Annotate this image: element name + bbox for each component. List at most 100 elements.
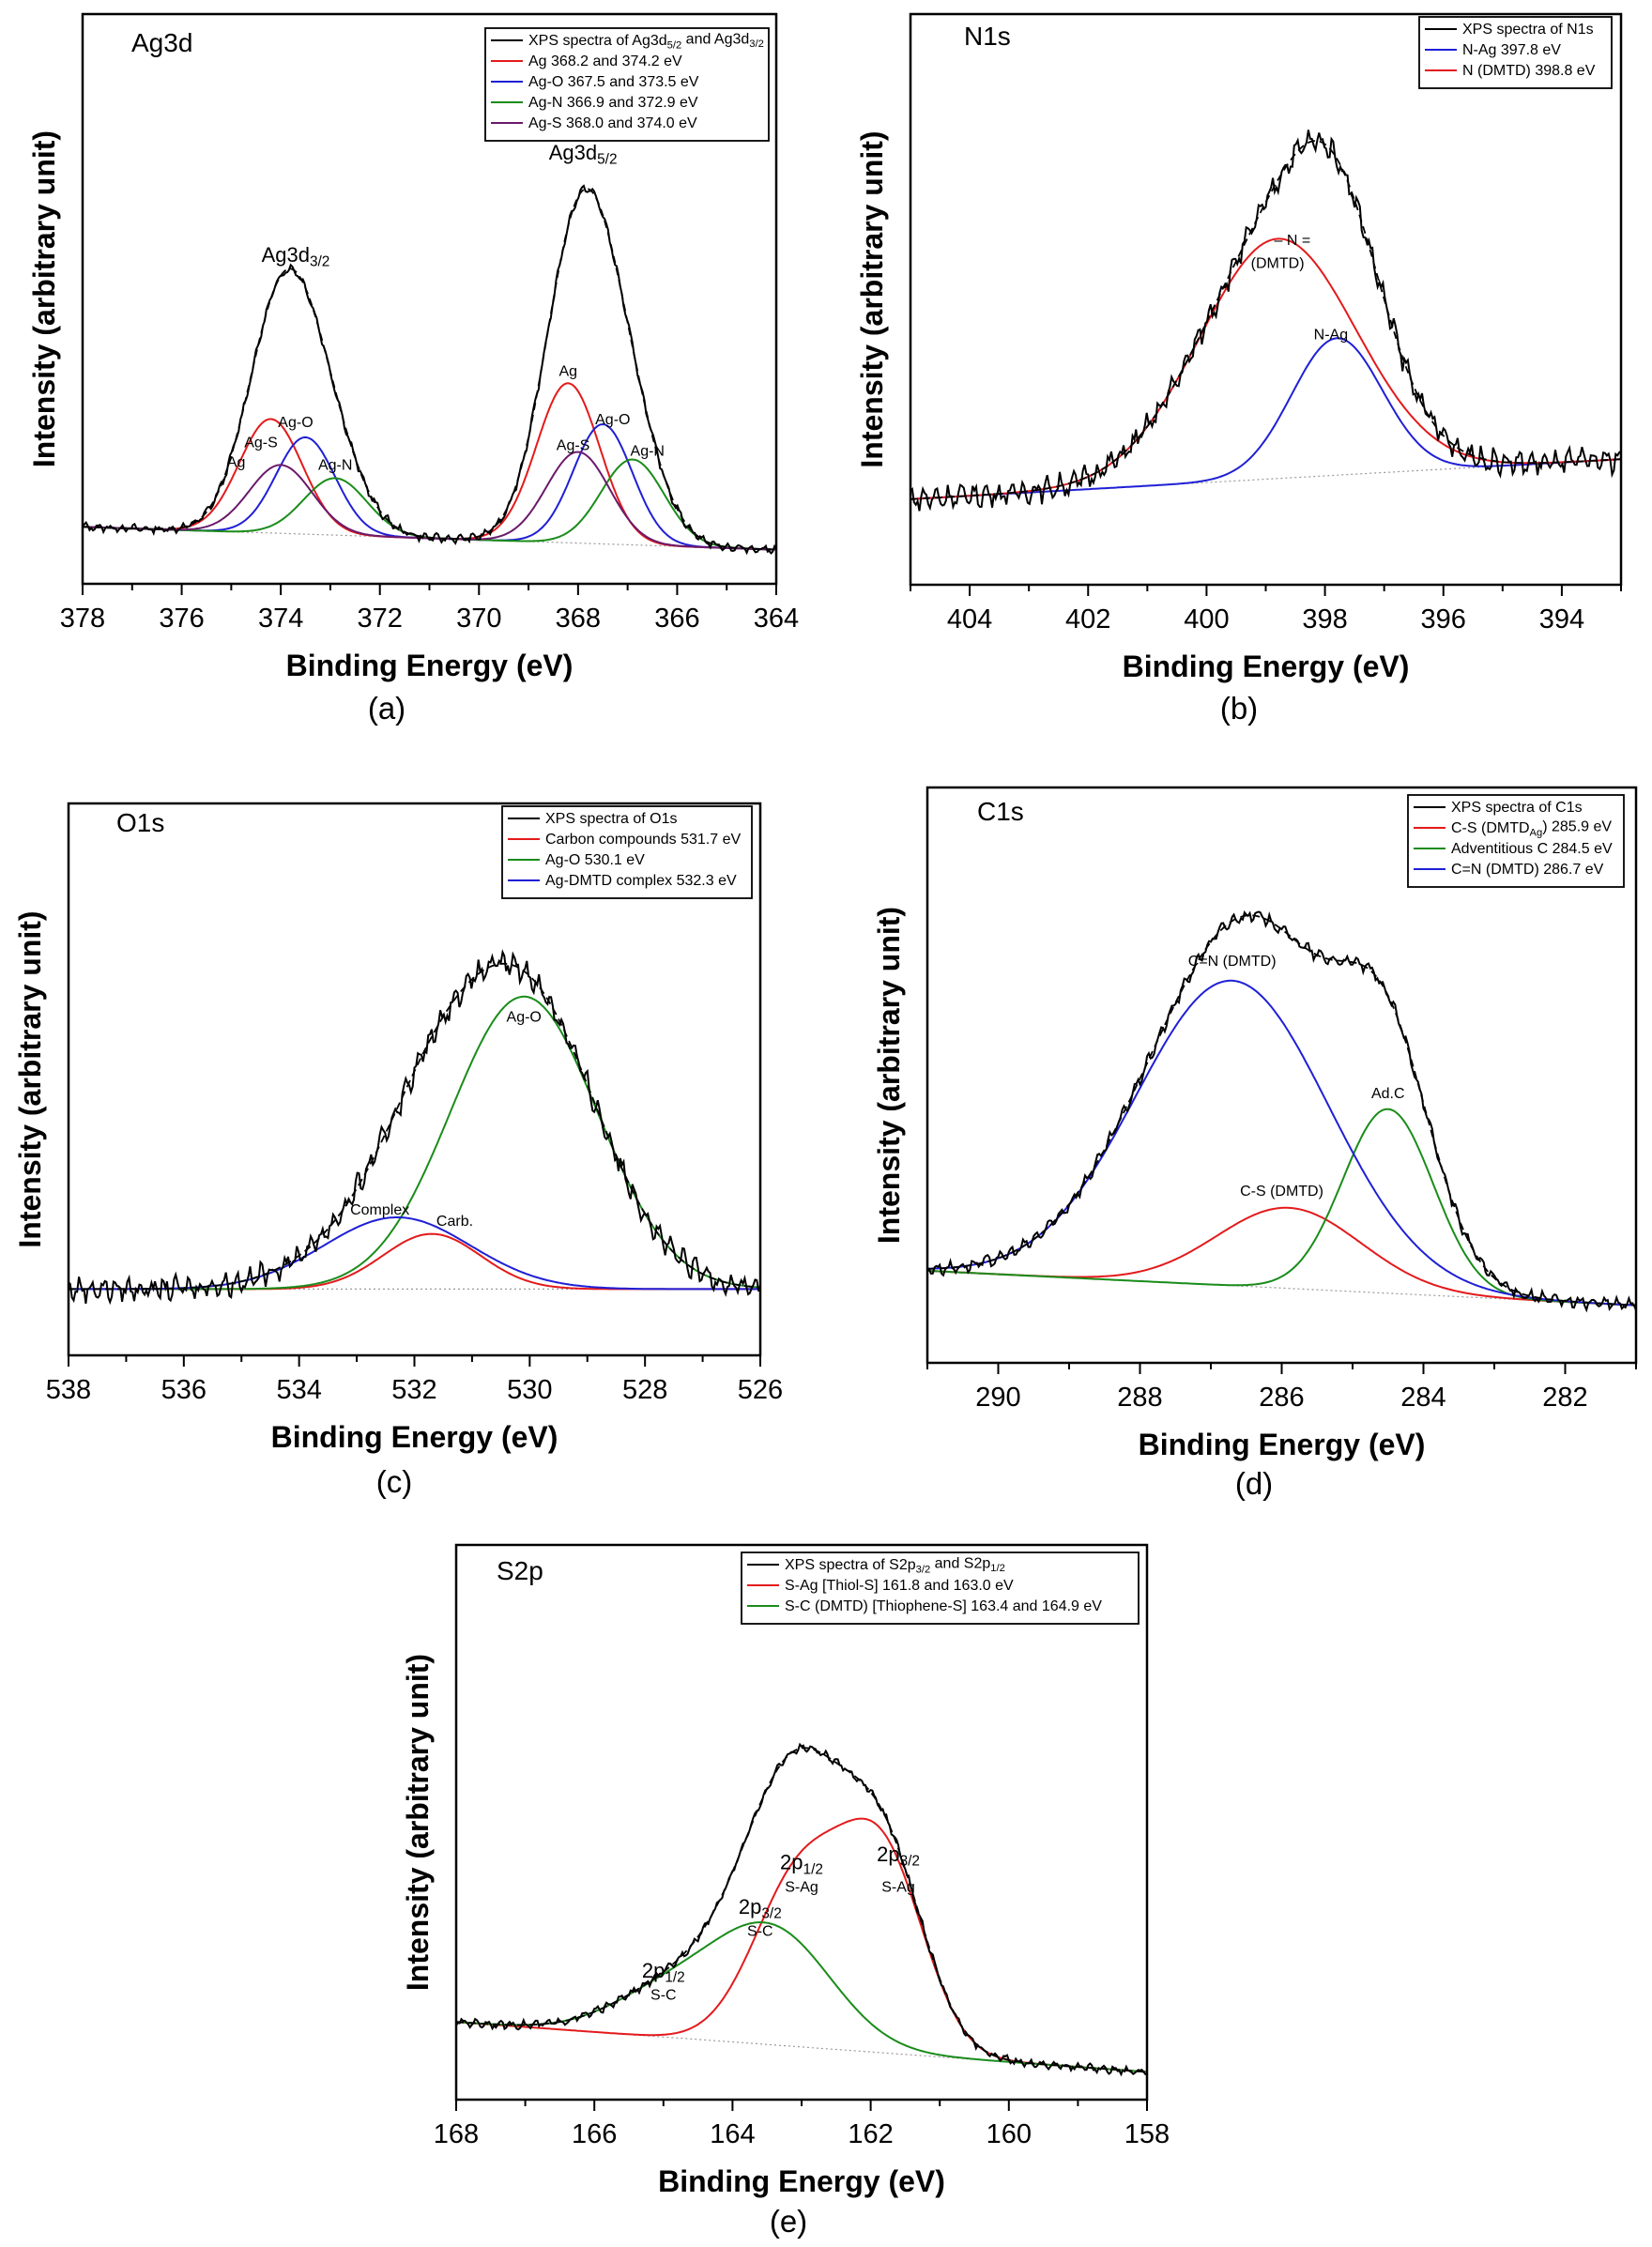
peak-annotation: – N = [1275,233,1311,249]
component-curve-1 [69,995,761,1291]
peak-annotation: Ag-N [318,458,352,474]
fit-envelope [69,962,761,1291]
x-tick-label: 290 [975,1383,1020,1413]
legend: XPS spectra of O1s Carbon compounds 531.7… [501,805,753,899]
x-tick-label: 282 [1542,1383,1587,1413]
experimental-spectrum [68,949,760,1306]
plot-frame [454,1543,1149,2102]
panel-title: S2p [497,1556,543,1585]
y-axis-label: Intensity (arbitrary unit) [855,130,889,467]
x-tick-label: 158 [1124,2119,1170,2149]
peak-annotation: S-C [747,1924,773,1940]
x-tick-label: 534 [276,1375,321,1405]
component-curve-1 [910,237,1622,500]
component-curve-0 [926,1206,1637,1307]
legend-entry: Ag-N 366.9 and 372.9 eV [528,95,698,111]
panel-title: C1s [977,797,1024,826]
peak-annotation: Ad.C [1371,1086,1405,1102]
experimental-spectrum [926,910,1637,1313]
chart-panel-c: 538 536 534 532 530 528 526 Binding Energy (eV)… [13,802,783,1499]
peak-annotation: Ag [227,455,246,471]
peak-annotation: S-C [650,1988,677,2004]
fit-envelope [82,188,777,551]
fit-envelope [927,914,1636,1307]
x-tick-label: 376 [159,604,204,634]
fit-envelope [455,1747,1148,2073]
x-tick-label: 286 [1259,1383,1304,1413]
plot-frame [909,12,1623,587]
x-axis-label: Binding Energy (eV) [271,1420,558,1454]
peak-annotation: C=N (DMTD) [1188,954,1277,970]
peak-annotation: 2p1/2​ [642,1959,685,1986]
panel-caption: (c) [376,1464,412,1499]
legend-entry: C=N (DMTD) 286.7 eV [1451,862,1604,878]
legend-entry: XPS spectra of C1s [1451,800,1583,816]
x-tick-label: 398 [1302,604,1347,634]
x-tick-label: 526 [738,1375,783,1405]
legend: XPS spectra of S2p3/2​ and S2p1/2​ S-Ag [… [741,1552,1140,1625]
legend-entry: S-C (DMTD) [Thiophene-S] 163.4 and 164.9… [785,1598,1102,1614]
peak-annotation: S-Ag [785,1879,818,1895]
component-curve-2 [927,979,1637,1307]
legend-entry: XPS spectra of Ag3d5/2​ and Ag3d3/2​ [528,32,764,52]
x-tick-label: 372 [358,604,403,634]
legend-box [501,805,753,899]
component-curve-0 [82,382,777,551]
y-axis-label: Intensity (arbitrary unit) [401,1654,435,1991]
legend-entry: Ag-O 530.1 eV [545,852,645,868]
legend-entry: XPS spectra of N1s [1462,22,1594,38]
panel-title: O1s [116,808,164,837]
legend-entry: S-Ag [Thiol-S] 161.8 and 163.0 eV [785,1578,1014,1594]
peak-annotation: 2p1/2​ [780,1851,823,1878]
legend-entry: XPS spectra of O1s [545,811,678,827]
x-tick-label: 400 [1184,604,1229,634]
peak-annotation: (DMTD) [1251,256,1305,272]
peak-annotation: 2p3/2​ [877,1842,920,1870]
x-tick-label: 536 [161,1375,206,1405]
legend-box [484,27,770,142]
panel-caption: (a) [368,691,405,726]
peak-annotation: Ag3d3/2​ [262,243,330,270]
peak-annotation: Ag [559,363,578,379]
legend-entry: Ag 368.2 and 374.2 eV [528,54,682,69]
panel-caption: (b) [1220,691,1258,726]
y-axis-label: Intensity (arbitrary unit) [27,130,61,467]
component-curve-1 [455,1920,1148,2073]
panel-title: Ag3d [131,28,192,57]
x-tick-label: 396 [1421,604,1466,634]
peak-annotation: Ag-N [631,443,665,459]
component-curve-0 [910,337,1622,500]
chart-panel-e: 168 166 164 162 160 158 Binding Energy (eV) Int… [401,1543,1170,2239]
peak-annotation: Ag-O [278,415,313,431]
legend-entry: XPS spectra of S2p3/2​ and S2p1/2​ [785,1556,1005,1576]
x-axis-label: Binding Energy (eV) [658,2164,945,2198]
x-tick-label: 402 [1065,604,1110,634]
x-tick-label: 538 [46,1375,91,1405]
legend-entry: C-S (DMTDAg​) 285.9 eV [1451,819,1612,839]
x-tick-label: 530 [507,1375,552,1405]
x-tick-label: 368 [556,604,601,634]
peak-annotation: C-S (DMTD) [1240,1184,1323,1200]
legend-entry: Adventitious C 284.5 eV [1451,841,1613,857]
y-axis-label: Intensity (arbitrary unit) [872,907,906,1244]
x-tick-label: 364 [754,604,799,634]
peak-annotation: Ag-O [595,412,630,428]
peak-annotation: N-Ag [1314,328,1348,344]
chart-panel-b: 404 402 400 398 396 394 Binding Energy (eV) Int… [855,12,1623,726]
x-tick-label: 366 [654,604,699,634]
x-tick-label: 404 [947,604,992,634]
chart-panel-a: 378 376 374 372 370 368 366 364 Binding Energy (… [27,12,799,726]
legend-box [741,1552,1140,1625]
x-tick-label: 370 [456,604,501,634]
legend-entry: Ag-O 367.5 and 373.5 eV [528,74,699,90]
x-tick-label: 374 [258,604,303,634]
background-line [82,526,777,551]
peak-annotation: Ag3d5/2​ [549,141,618,168]
x-tick-label: 528 [622,1375,667,1405]
panel-caption: (d) [1235,1466,1273,1501]
peak-annotation: S-Ag [881,1879,915,1895]
legend-entry: Ag-DMTD complex 532.3 eV [545,873,737,889]
x-axis-label: Binding Energy (eV) [1123,650,1410,683]
experimental-spectrum [82,184,777,556]
